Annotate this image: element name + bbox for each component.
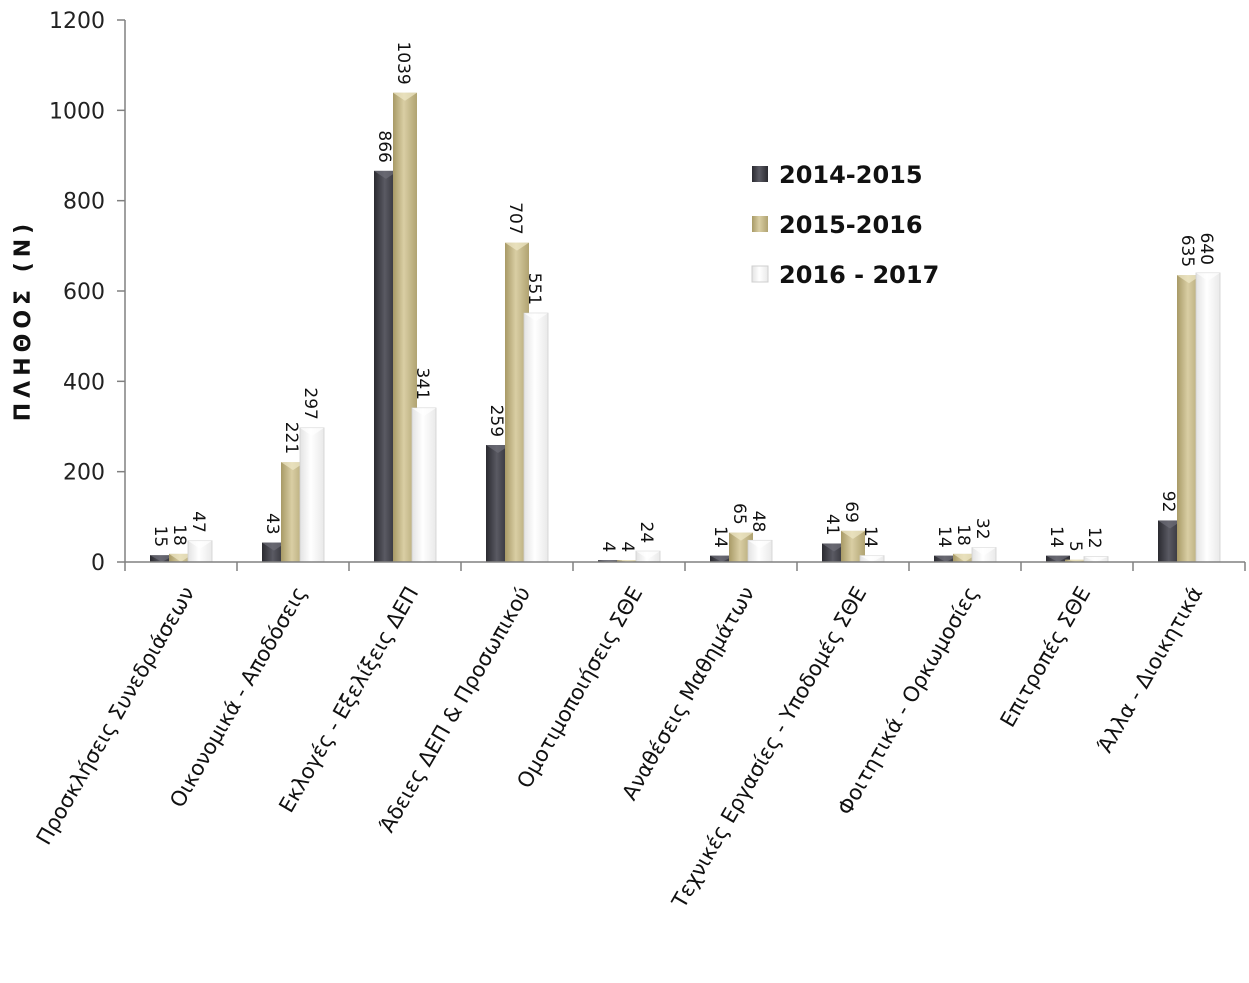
bar-cap — [524, 313, 548, 322]
y-tick-label: 400 — [63, 370, 105, 395]
data-label: 32 — [972, 518, 992, 540]
legend-swatch — [752, 166, 768, 182]
legend-item: 2015-2016 — [752, 211, 923, 239]
bar — [411, 407, 437, 563]
data-label: 69 — [841, 501, 861, 523]
legend-item: 2016 - 2017 — [751, 261, 939, 289]
data-label: 41 — [822, 514, 842, 536]
y-tick-label: 200 — [63, 461, 105, 486]
legend-item: 2014-2015 — [752, 161, 923, 189]
data-label: 92 — [1158, 491, 1178, 513]
bar-cap — [953, 553, 977, 562]
x-category-label: Προσκλήσεις Συνεδριάσεων — [32, 583, 200, 849]
bar-cap — [934, 555, 958, 562]
data-label: 48 — [748, 511, 768, 533]
bar-cap — [150, 555, 174, 562]
data-label: 1039 — [393, 41, 413, 84]
legend-swatch — [751, 265, 769, 283]
data-label: 551 — [524, 273, 544, 305]
data-label: 707 — [505, 202, 525, 234]
data-label: 297 — [300, 387, 320, 419]
data-label: 4 — [598, 541, 618, 552]
y-axis: 0 200 400 600 800 1000 1200 — [49, 9, 126, 576]
bar-cap — [412, 407, 436, 416]
data-label: 18 — [169, 524, 189, 546]
data-label: 14 — [710, 526, 730, 548]
data-label: 24 — [636, 522, 656, 544]
bar-cap — [1084, 556, 1108, 562]
bar-cap — [617, 560, 641, 562]
bar-cap — [1046, 555, 1070, 562]
data-label: 14 — [934, 526, 954, 548]
data-label: 15 — [150, 526, 170, 548]
bar-cap — [486, 445, 510, 454]
bar-cap — [1065, 559, 1089, 562]
y-tick-label: 600 — [63, 280, 105, 305]
bar-cap — [1158, 520, 1182, 529]
data-label: 640 — [1196, 232, 1216, 264]
bar-cap — [169, 553, 193, 562]
legend-label: 2015-2016 — [779, 211, 923, 239]
bar — [1195, 272, 1221, 563]
data-label: 635 — [1177, 235, 1197, 267]
bar-cap — [300, 427, 324, 436]
bar-cap — [281, 462, 305, 471]
x-category-label: Ομοτιμοποιήσεις ΣΘΕ — [512, 583, 647, 793]
y-tick-label: 800 — [63, 190, 105, 215]
data-label: 47 — [188, 511, 208, 533]
data-label: 4 — [617, 541, 637, 552]
bar-cap — [393, 92, 417, 101]
legend-label: 2014-2015 — [779, 161, 923, 189]
bar-cap — [710, 555, 734, 562]
bar — [262, 542, 286, 562]
y-tick-label: 0 — [91, 551, 105, 576]
x-category-label: Άλλα - Διοικητικά — [1093, 583, 1207, 757]
y-axis-label: ΠΛΗΘΟΣ (Ν) — [11, 219, 36, 421]
legend: 2014-2015 2015-2016 2016 - 2017 — [751, 161, 939, 289]
x-category-label: Αναθέσεις Μαθημάτων — [617, 583, 759, 805]
bar-cap — [505, 242, 529, 251]
bar — [299, 427, 325, 563]
bar-cap — [729, 532, 753, 541]
bar-cap — [262, 542, 286, 551]
data-label: 14 — [1046, 526, 1066, 548]
y-tick-label: 1200 — [49, 9, 105, 34]
data-label: 221 — [281, 422, 301, 454]
y-tick-label: 1000 — [49, 99, 105, 124]
bar-cap — [374, 170, 398, 179]
bar-cap — [188, 540, 212, 549]
x-category-label: Επιτροπές ΣΘΕ — [996, 583, 1096, 732]
data-labels: 15 43 866 259 4 14 41 14 14 92 18 221 1039 707 4 65 69 18… — [150, 41, 1216, 552]
bar-cap — [822, 543, 846, 552]
data-label: 14 — [860, 526, 880, 548]
bar — [523, 312, 549, 563]
data-label: 866 — [374, 130, 394, 162]
bar — [822, 543, 846, 562]
bars — [150, 92, 1221, 563]
legend-swatch — [752, 216, 768, 232]
bar-cap — [972, 547, 996, 556]
data-label: 5 — [1065, 541, 1085, 552]
data-label: 18 — [953, 524, 973, 546]
data-label: 341 — [412, 368, 432, 400]
bar-cap — [636, 551, 660, 560]
bar-cap — [598, 560, 622, 562]
bar-cap — [1177, 275, 1201, 284]
bar-cap — [748, 540, 772, 549]
data-label: 259 — [486, 405, 506, 437]
bar-cap — [841, 530, 865, 539]
data-label: 65 — [729, 503, 749, 525]
x-category-label: Τεχνικές Εργασίες - Υποδομές ΣΘΕ — [667, 583, 872, 913]
bar-cap — [860, 555, 884, 562]
bar-cap — [1196, 272, 1220, 281]
legend-label: 2016 - 2017 — [779, 261, 939, 289]
data-label: 43 — [262, 513, 282, 535]
data-label: 12 — [1084, 527, 1104, 549]
